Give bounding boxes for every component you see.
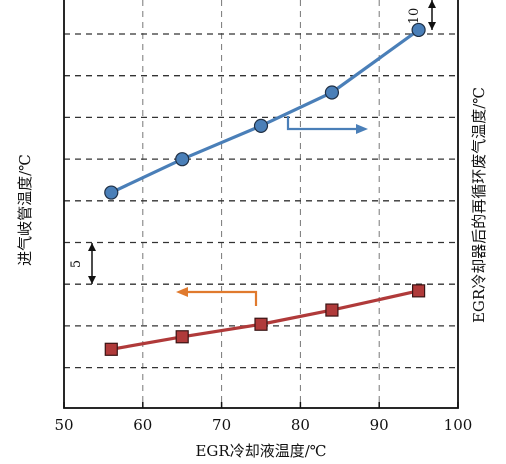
- x-tick-label: 70: [212, 416, 231, 434]
- right-scale-bar: [428, 0, 436, 30]
- data-point-circle: [324, 85, 340, 100]
- x-tick-label: 100: [444, 416, 473, 434]
- series-recirculated-gas: [104, 22, 426, 200]
- data-point-square: [412, 284, 426, 298]
- arrow-shaft: [286, 116, 360, 131]
- y-axis-left-label: 进气岐管温度/℃: [16, 154, 34, 266]
- scale-arrow-down: [428, 22, 436, 30]
- scale-arrow-up: [88, 243, 96, 251]
- scale-arrow-down: [88, 276, 96, 284]
- arrow-head: [176, 287, 188, 297]
- scale-arrow-up: [428, 0, 436, 8]
- annotations: [88, 0, 436, 306]
- series-layer: [104, 22, 426, 356]
- data-point-square: [325, 303, 339, 317]
- data-point-circle: [253, 118, 269, 133]
- y-axis-right-label: EGR冷却器后的再循环废气温度/℃: [470, 87, 488, 323]
- x-tick-label: 80: [291, 416, 310, 434]
- arrow-head: [356, 124, 368, 134]
- plot-frame: [63, 0, 459, 409]
- left-scale-bar: [88, 243, 96, 284]
- arrow-shaft: [185, 290, 258, 306]
- x-axis: 50 60 70 80 90 100: [54, 402, 472, 434]
- data-point-circle: [104, 185, 119, 200]
- data-point-square: [175, 330, 189, 344]
- right-scale-label: 10: [407, 8, 422, 25]
- data-point-square: [104, 342, 118, 356]
- series-intake-manifold: [104, 284, 426, 356]
- x-axis-label: EGR冷却液温度/℃: [195, 442, 326, 460]
- x-tick-label: 90: [370, 416, 389, 434]
- plot-border: [63, 0, 459, 409]
- data-point-square: [254, 317, 268, 331]
- x-tick-label: 50: [54, 416, 73, 434]
- left-axis-arrow: [176, 287, 258, 306]
- x-tick-label: 60: [133, 416, 152, 434]
- data-point-circle: [175, 152, 190, 167]
- data-point-circle: [411, 22, 426, 38]
- series-line: [110, 28, 420, 195]
- left-scale-label: 5: [69, 260, 84, 268]
- right-axis-arrow: [286, 116, 368, 134]
- grid-lines: [64, 0, 458, 408]
